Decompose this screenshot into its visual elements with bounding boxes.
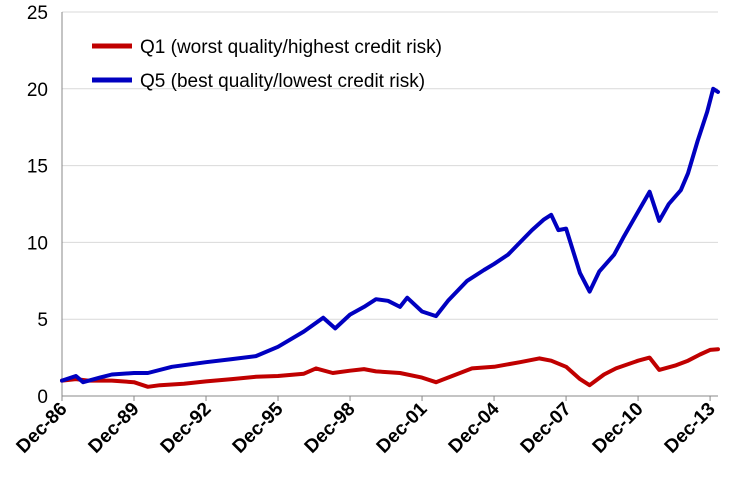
grid-layer [62, 11, 718, 320]
series-line-q5 [60, 86, 720, 385]
y-tick-label-20: 20 [27, 80, 48, 101]
x-tick-label-Dec-10: Dec-10 [589, 399, 648, 458]
x-tick-label-Dec-92: Dec-92 [157, 399, 216, 458]
legend: Q1 (worst quality/highest credit risk) Q… [92, 37, 442, 92]
x-tick-label-Dec-07: Dec-07 [517, 399, 576, 458]
x-tick-label-Dec-95: Dec-95 [229, 398, 288, 457]
legend-label-q5: Q5 (best quality/lowest credit risk) [140, 71, 425, 92]
x-tick-label-Dec-89: Dec-89 [85, 399, 144, 458]
x-tick-label-Dec-01: Dec-01 [373, 398, 432, 457]
y-tick-label-25: 25 [27, 3, 48, 24]
y-tick-label-15: 15 [27, 157, 48, 178]
x-tick-label-Dec-13: Dec-13 [661, 399, 720, 458]
series-line-q1 [60, 347, 720, 389]
x-tick-label-Dec-04: Dec-04 [445, 398, 504, 457]
x-tick-label-Dec-98: Dec-98 [301, 399, 360, 458]
y-tick-label-0: 0 [37, 387, 48, 408]
legend-label-q1: Q1 (worst quality/highest credit risk) [140, 37, 442, 58]
series-layer [60, 86, 720, 389]
y-tick-label-10: 10 [27, 233, 48, 254]
y-tick-label-5: 5 [37, 310, 48, 331]
